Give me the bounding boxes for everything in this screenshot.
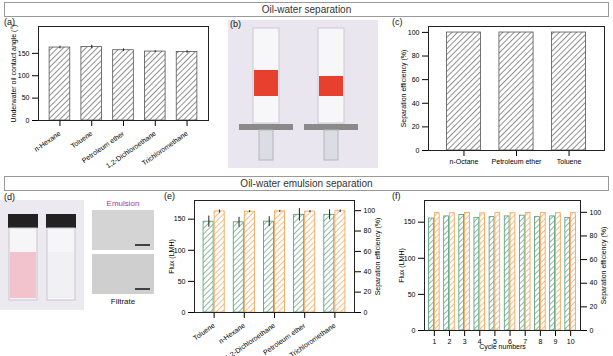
svg-text:80: 80	[412, 52, 420, 59]
svg-text:Separation efficiency (%): Separation efficiency (%)	[600, 227, 608, 305]
html-text:(f): (f)	[392, 191, 401, 201]
html-text:Oil-water separation: Oil-water separation	[261, 4, 352, 15]
svg-text:100: 100	[174, 247, 186, 254]
svg-text:1,2-Dichloroethane: 1,2-Dichloroethane	[105, 130, 158, 170]
svg-text:Underwater oil contact angle (: Underwater oil contact angle (°)	[10, 24, 18, 122]
html-text:(a): (a)	[4, 17, 15, 27]
svg-text:0: 0	[182, 309, 186, 316]
svg-text:40: 40	[590, 279, 598, 286]
svg-text:0: 0	[416, 147, 420, 154]
svg-text:10: 10	[567, 338, 575, 345]
svg-text:3: 3	[463, 338, 467, 345]
svg-text:150: 150	[18, 50, 30, 57]
svg-text:Toluene: Toluene	[557, 158, 582, 165]
svg-text:20: 20	[590, 303, 598, 310]
svg-text:0: 0	[364, 309, 368, 316]
svg-text:50: 50	[408, 291, 416, 298]
svg-text:150: 150	[174, 215, 186, 222]
svg-text:40: 40	[364, 268, 372, 275]
svg-text:Emulsion: Emulsion	[107, 199, 140, 208]
html-text:Oil-water emulsion separation: Oil-water emulsion separation	[240, 178, 373, 189]
html-text:(e): (e)	[164, 191, 175, 201]
svg-text:Filtrate: Filtrate	[111, 297, 136, 306]
svg-text:150: 150	[404, 218, 416, 225]
svg-text:60: 60	[590, 256, 598, 263]
svg-text:1: 1	[432, 338, 436, 345]
html-text:(c): (c)	[392, 17, 403, 27]
svg-text:80: 80	[590, 232, 598, 239]
svg-text:100: 100	[364, 207, 376, 214]
svg-text:100: 100	[408, 29, 420, 36]
svg-text:2: 2	[448, 338, 452, 345]
svg-text:n-Hexane: n-Hexane	[33, 130, 62, 153]
svg-text:40: 40	[412, 100, 420, 107]
svg-text:9: 9	[554, 338, 558, 345]
svg-text:Separation efficiency (%): Separation efficiency (%)	[400, 50, 408, 128]
svg-text:100: 100	[590, 209, 602, 216]
svg-text:60: 60	[364, 248, 372, 255]
svg-text:Flux (LMH): Flux (LMH)	[168, 239, 176, 274]
html-text:(b): (b)	[230, 19, 241, 29]
svg-text:Trichloromethane: Trichloromethane	[140, 130, 189, 167]
svg-text:Petroleum ether: Petroleum ether	[492, 158, 542, 165]
svg-text:100: 100	[18, 72, 30, 79]
svg-text:0: 0	[412, 327, 416, 334]
svg-text:Trichloromethane: Trichloromethane	[288, 322, 337, 356]
svg-text:Toluene: Toluene	[192, 322, 216, 342]
svg-text:8: 8	[538, 338, 542, 345]
svg-text:20: 20	[364, 288, 372, 295]
svg-text:Petroleum ether: Petroleum ether	[261, 321, 307, 356]
svg-text:50: 50	[178, 278, 186, 285]
svg-text:Separation efficiency (%): Separation efficiency (%)	[374, 218, 382, 296]
svg-text:n-Hexane: n-Hexane	[217, 322, 246, 345]
svg-text:Petroleum ether: Petroleum ether	[80, 129, 126, 164]
svg-text:80: 80	[364, 227, 372, 234]
svg-text:50: 50	[22, 94, 30, 101]
svg-text:0: 0	[590, 327, 594, 334]
svg-text:Toluene: Toluene	[69, 130, 93, 150]
svg-text:0: 0	[26, 117, 30, 124]
svg-text:20: 20	[412, 123, 420, 130]
svg-text:n-Octane: n-Octane	[450, 158, 479, 165]
svg-text:60: 60	[412, 76, 420, 83]
svg-text:Cycle numbers: Cycle numbers	[479, 343, 526, 351]
svg-text:Flux (LMH): Flux (LMH)	[398, 248, 406, 283]
html-text:(d): (d)	[4, 192, 15, 202]
svg-text:100: 100	[404, 255, 416, 262]
